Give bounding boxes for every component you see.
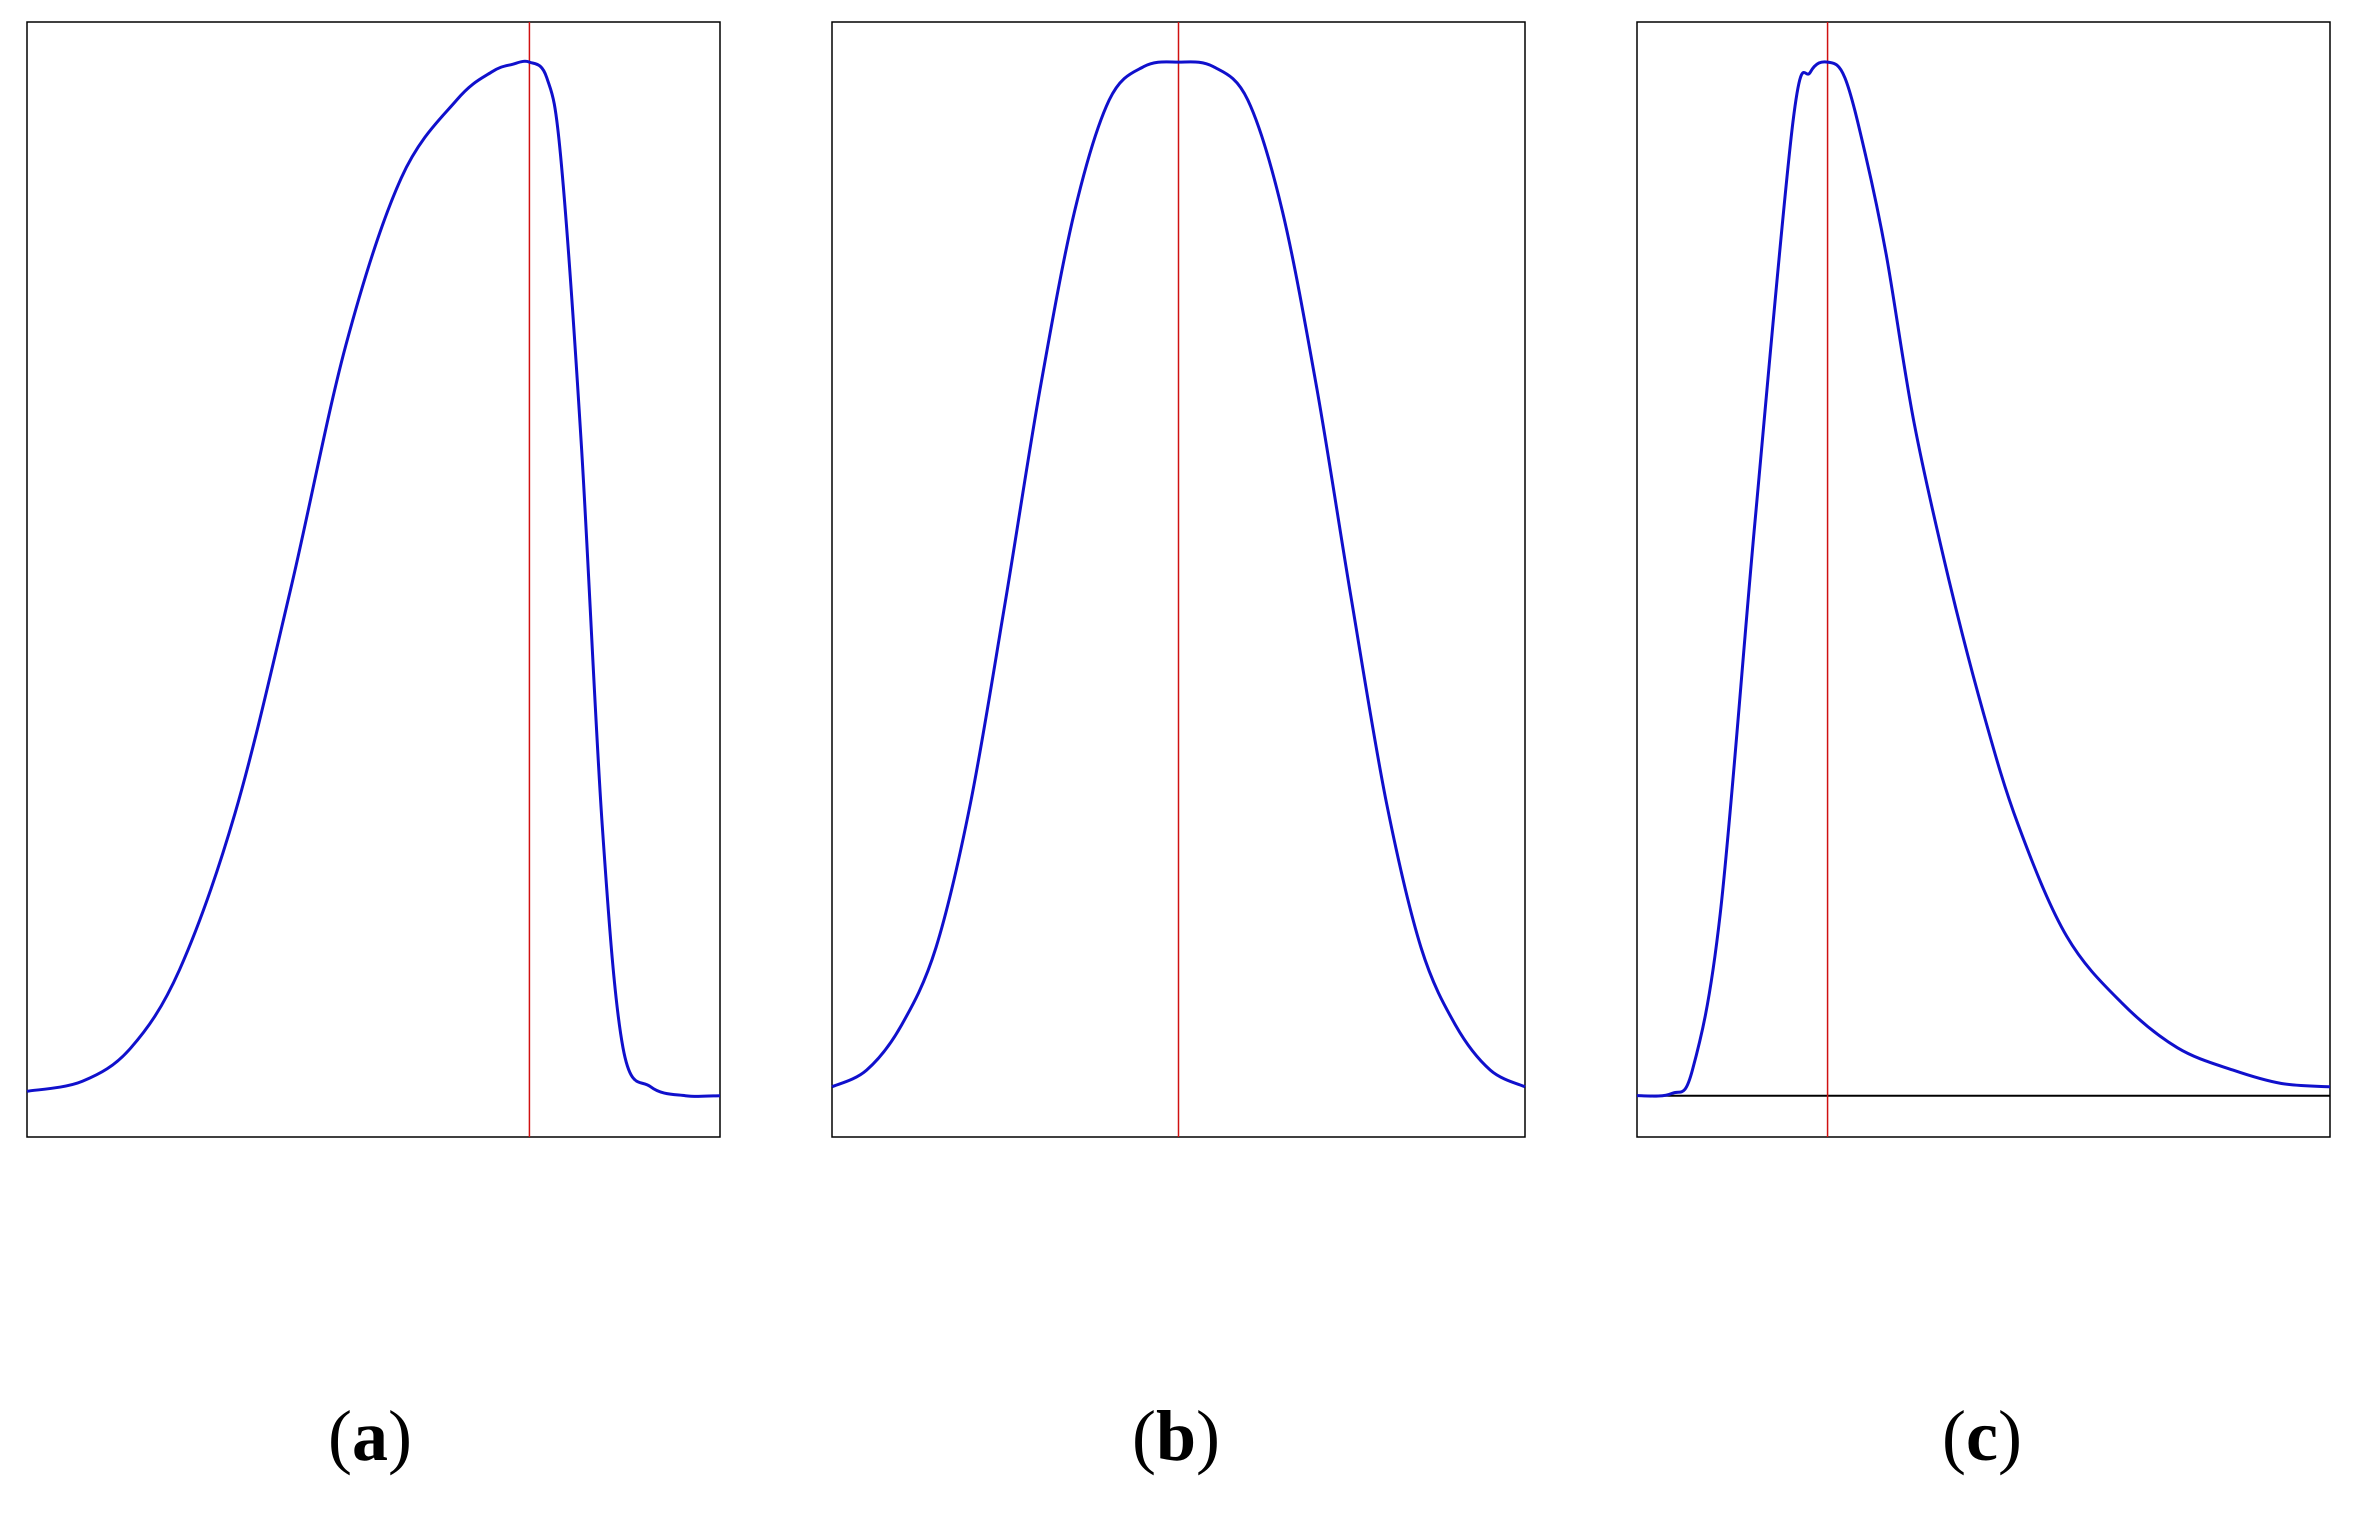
plot-frame [26, 21, 721, 1138]
panel-c [1636, 21, 2331, 1138]
density-curve [1636, 60, 2331, 1098]
panel-label-a: (a) [328, 1396, 412, 1476]
panel-label-c: (c) [1942, 1396, 2022, 1476]
panel-a [26, 21, 721, 1138]
density-curve [26, 59, 721, 1098]
plot-frame [1636, 21, 2331, 1138]
panel-label-b: (b) [1131, 1396, 1220, 1476]
density-curve [831, 60, 1526, 1089]
panel-b [831, 21, 1526, 1138]
